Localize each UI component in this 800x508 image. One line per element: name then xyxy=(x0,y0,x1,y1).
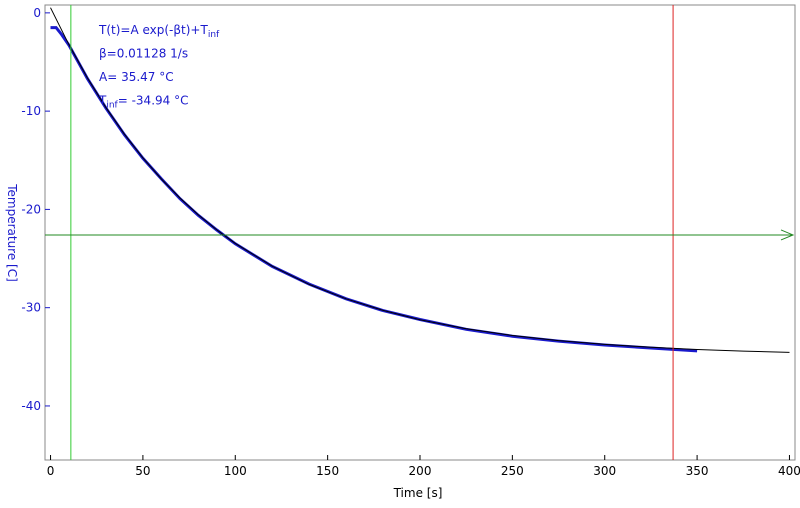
x-tick-label: 100 xyxy=(224,464,247,478)
y-tick-label: 0 xyxy=(33,6,41,20)
x-tick-label: 0 xyxy=(47,464,55,478)
x-tick-label: 50 xyxy=(135,464,150,478)
annotation-text: = -34.94 °C xyxy=(118,94,189,108)
x-tick-label: 350 xyxy=(686,464,709,478)
annotation-text: T(t)=A exp(-βt)+T xyxy=(98,23,208,37)
y-tick-label: -20 xyxy=(21,202,41,216)
series-line xyxy=(50,7,790,353)
annotation-subscript: inf xyxy=(106,101,118,111)
annotation-subscript: inf xyxy=(208,30,220,40)
annotation: T(t)=A exp(-βt)+Tinf xyxy=(98,23,220,40)
annotation-text: A= 35.47 °C xyxy=(99,70,174,84)
x-tick-label: 250 xyxy=(501,464,524,478)
x-tick-label: 150 xyxy=(316,464,339,478)
annotation: Tinf= -34.94 °C xyxy=(98,94,188,111)
x-tick-label: 200 xyxy=(409,464,432,478)
annotation-text: T xyxy=(98,94,107,108)
annotation-text: β=0.01128 1/s xyxy=(99,47,188,61)
y-tick-label: -40 xyxy=(21,399,41,413)
y-tick-label: -10 xyxy=(21,104,41,118)
annotation: A= 35.47 °C xyxy=(99,70,174,84)
x-tick-label: 300 xyxy=(593,464,616,478)
y-axis-label: Temperature [C] xyxy=(5,183,19,282)
cursor-arrow xyxy=(780,229,795,241)
x-axis-label: Time [s] xyxy=(393,486,443,500)
x-tick-label: 400 xyxy=(778,464,800,478)
y-tick-label: -30 xyxy=(21,301,41,315)
annotation: β=0.01128 1/s xyxy=(99,47,188,61)
